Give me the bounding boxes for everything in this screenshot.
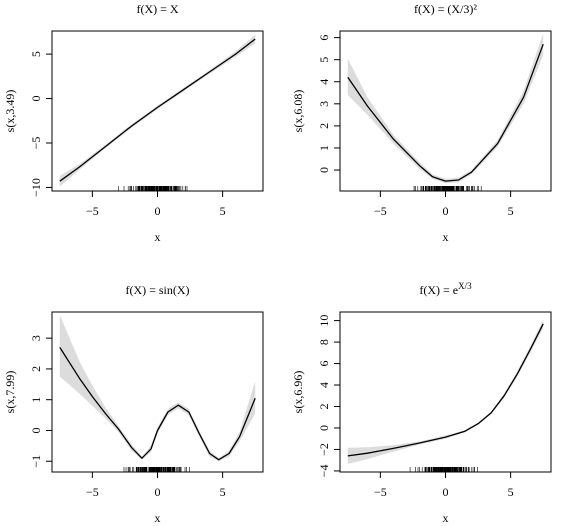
x-tick-label: 0 (443, 204, 449, 218)
x-tick-label: 5 (508, 485, 514, 499)
x-tick-label: 0 (155, 204, 161, 218)
chart-title: f(X) = sin(X) (125, 283, 189, 297)
x-tick-label: −5 (86, 204, 99, 218)
x-tick-label: 5 (508, 204, 514, 218)
chart-title: f(X) = eX/3 (419, 281, 472, 297)
y-tick-label: 2 (29, 366, 43, 372)
x-tick-label: 0 (443, 485, 449, 499)
y-axis-label: s(x,6.96) (291, 371, 305, 414)
y-axis-label: s(x,3.49) (3, 90, 17, 133)
y-tick-label: −1 (29, 455, 43, 468)
x-tick-label: 5 (220, 204, 226, 218)
y-tick-label: 3 (29, 335, 43, 341)
y-tick-label: 0 (29, 96, 43, 102)
confidence-band (59, 34, 256, 187)
x-axis-label: x (443, 230, 449, 244)
x-tick-label: −5 (374, 204, 387, 218)
y-tick-label: 4 (317, 79, 331, 85)
y-tick-label: −10 (29, 178, 43, 197)
y-tick-label: 10 (317, 315, 331, 327)
y-tick-label: 2 (317, 403, 331, 409)
y-tick-label: 5 (29, 51, 43, 57)
rug-marks (123, 467, 190, 472)
chart-title: f(X) = X (136, 2, 178, 16)
y-tick-label: 0 (317, 167, 331, 173)
y-tick-label: 3 (317, 101, 331, 107)
rug-marks (409, 467, 478, 472)
x-tick-label: 5 (220, 485, 226, 499)
panel-4: −5 0 5 −4 −2 0 2 4 6 8 10 x s(x,6.96) f(X) = eX/3 (291, 281, 552, 525)
chart-title: f(X) = (X/3)² (414, 2, 477, 16)
y-tick-label: 6 (317, 361, 331, 367)
fit-line (347, 323, 544, 457)
y-axis-label: s(x,7.99) (3, 371, 17, 414)
y-tick-label: 1 (29, 397, 43, 403)
panel-1: −5 0 5 −10 −5 0 5 x s(x,3.49) f(X) = X (3, 2, 264, 244)
fit-line (59, 347, 256, 461)
rug-marks (118, 186, 188, 191)
y-tick-label: −2 (317, 443, 331, 456)
x-tick-label: −5 (374, 485, 387, 499)
x-axis-label: x (443, 511, 449, 525)
y-tick-label: 8 (317, 339, 331, 345)
y-tick-label: 5 (317, 57, 331, 63)
y-tick-label: 2 (317, 123, 331, 129)
confidence-band (347, 319, 544, 464)
y-axis-label: s(x,6.08) (291, 90, 305, 133)
y-tick-label: 1 (317, 145, 331, 151)
fit-line (347, 43, 544, 182)
x-axis-label: x (155, 230, 161, 244)
y-tick-label: −4 (317, 465, 331, 478)
x-axis-label: x (155, 511, 161, 525)
y-tick-label: 0 (317, 425, 331, 431)
x-tick-label: −5 (86, 485, 99, 499)
rug-marks (413, 186, 482, 191)
confidence-band (59, 315, 256, 462)
panel-3: −5 0 5 −1 0 1 2 3 x s(x,7.99) f(X) = sin(X) (3, 283, 264, 525)
y-tick-label: 0 (29, 427, 43, 433)
fit-line (59, 38, 256, 182)
panel-2: −5 0 5 0 1 2 3 4 5 6 x s(x,6.08) f(X) = (X/3)² (291, 2, 552, 244)
confidence-band (347, 33, 544, 184)
y-tick-label: 4 (317, 382, 331, 388)
y-tick-label: −5 (29, 137, 43, 150)
x-tick-label: 0 (155, 485, 161, 499)
y-tick-label: 6 (317, 35, 331, 41)
